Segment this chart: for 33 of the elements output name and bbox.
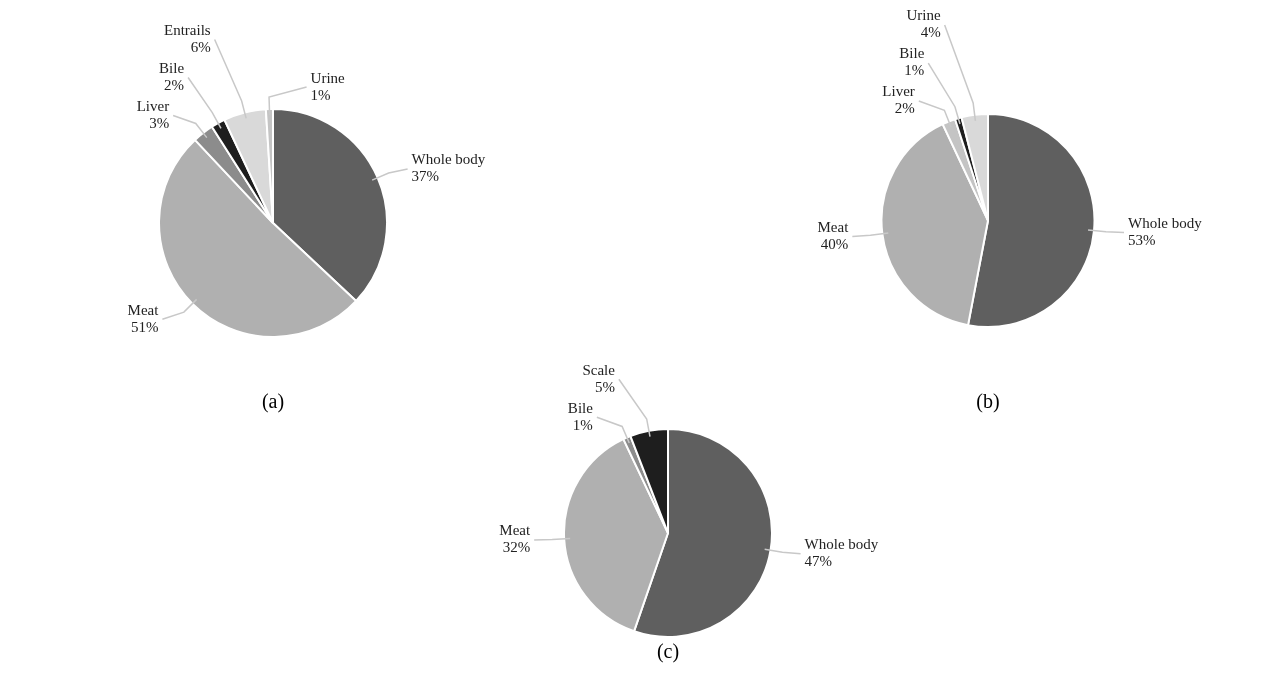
text: (a) — [260, 390, 286, 413]
data-label: 47% — [804, 553, 833, 570]
slice-label: Entrails — [163, 21, 211, 38]
text: (b) — [975, 390, 1001, 413]
data-label: 53% — [1128, 232, 1156, 249]
slice-label: Whole body — [804, 536, 879, 553]
slice-label: Liver — [882, 83, 915, 100]
data-label: 40% — [820, 236, 849, 253]
data-label: 3% — [149, 114, 170, 131]
data-label: 1% — [904, 62, 925, 79]
data-label: 1% — [572, 416, 593, 433]
data-label: 4% — [920, 24, 941, 41]
slice-label: Urine — [906, 7, 941, 24]
slice-label: Meat — [499, 522, 531, 539]
data-label: 6% — [190, 38, 211, 55]
slice-label: Urine — [310, 69, 346, 86]
slice-label: Whole body — [411, 151, 486, 168]
slice-label: Scale — [582, 361, 616, 378]
slice-label: Bile — [159, 59, 185, 76]
data-label: 5% — [594, 378, 615, 395]
slice-label: Meat — [817, 219, 850, 236]
slice-label: Whole body — [1128, 215, 1203, 232]
slice-label: Meat — [127, 301, 160, 318]
data-label: 32% — [502, 539, 531, 556]
slice-label: Liver — [136, 97, 170, 114]
data-label: 37% — [411, 168, 440, 185]
data-label: 1% — [310, 86, 331, 103]
data-label: 51% — [130, 318, 159, 335]
text: (c) — [655, 640, 681, 663]
slice-label: Bile — [899, 45, 925, 62]
slice-label: Bile — [567, 399, 594, 416]
data-label: 2% — [894, 100, 915, 117]
data-label: 2% — [164, 76, 185, 93]
